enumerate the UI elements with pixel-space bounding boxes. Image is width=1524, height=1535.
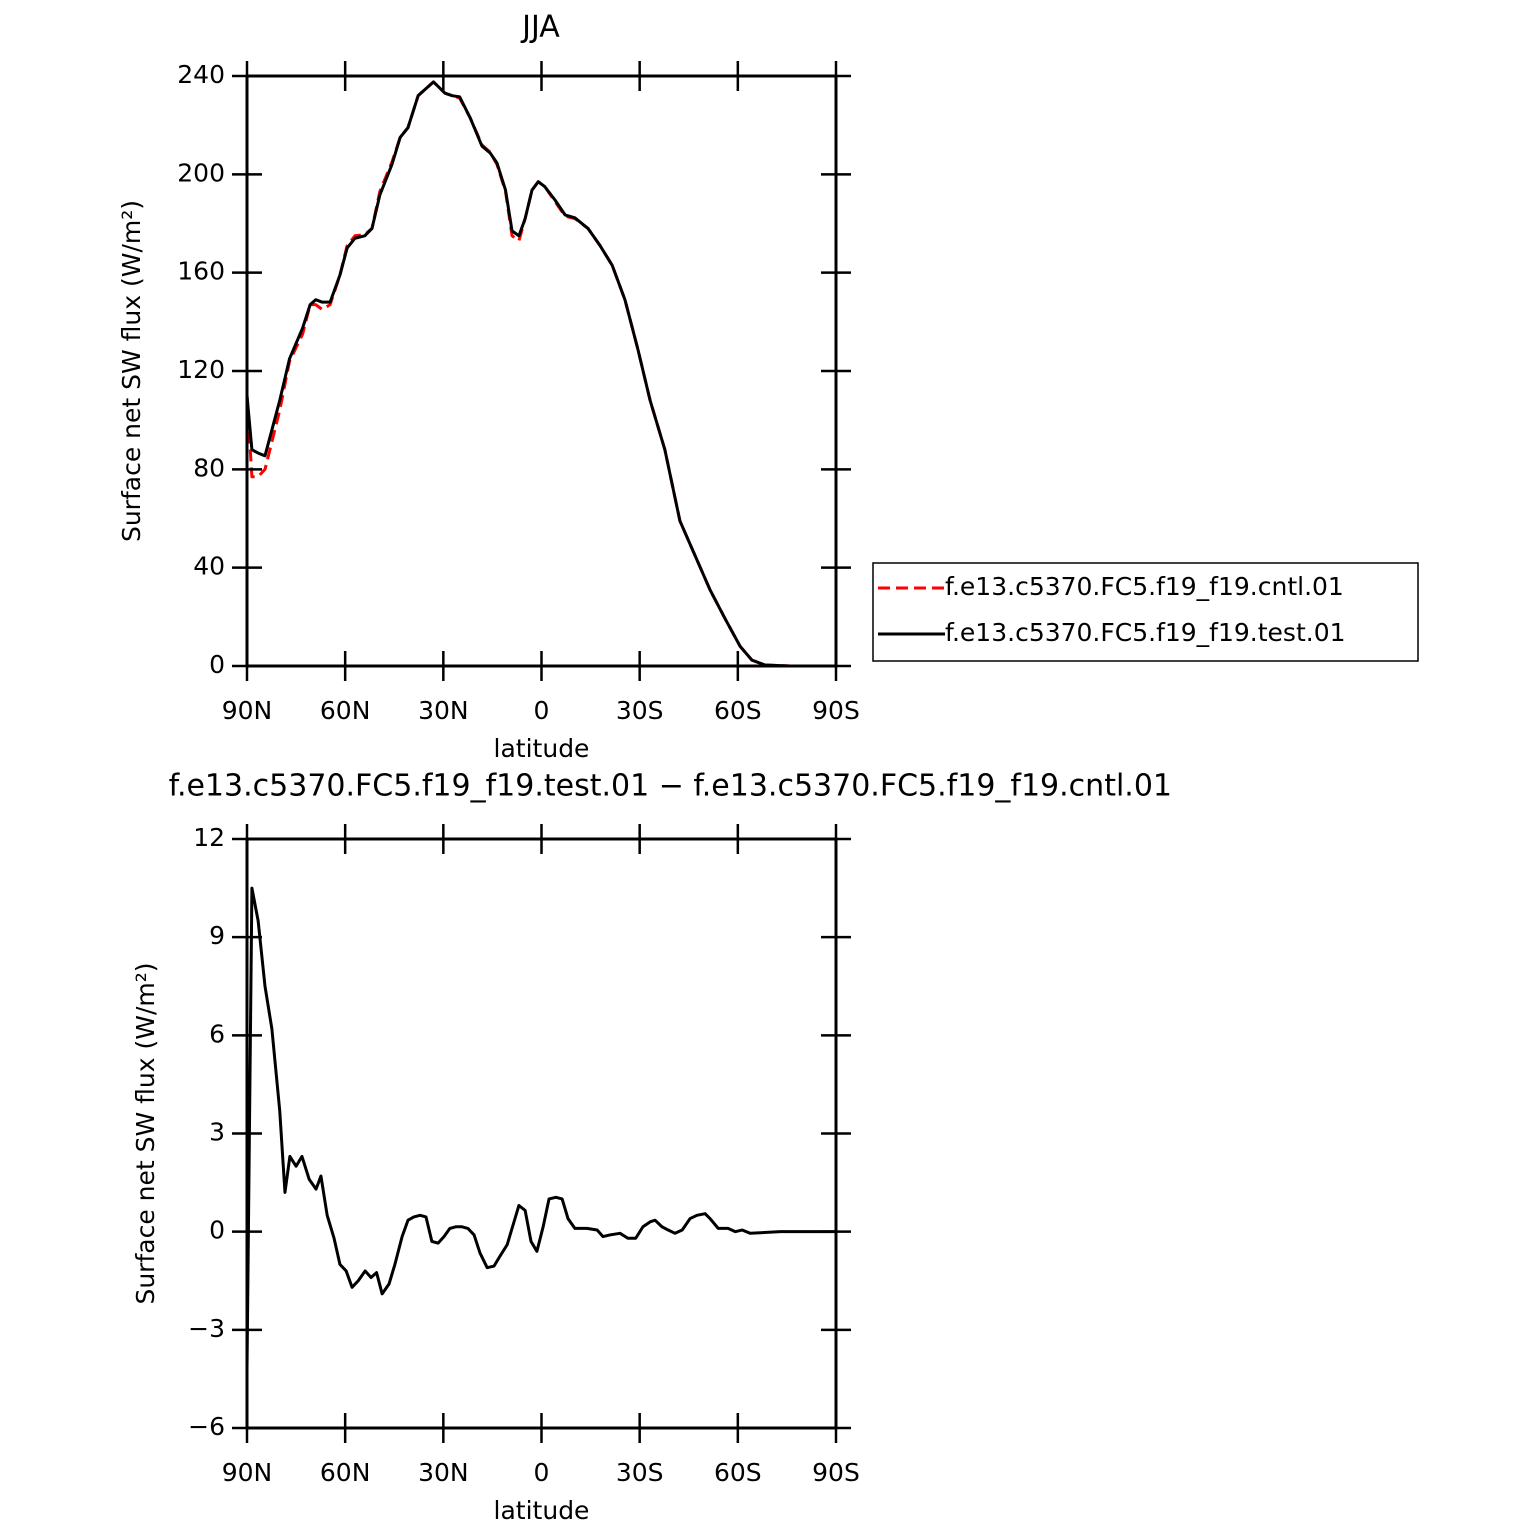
y-tick-label: −3 (188, 1314, 225, 1343)
x-tick-label: 60S (714, 696, 762, 725)
plot-frame (245, 837, 838, 1430)
y-tick-label: 12 (193, 823, 225, 852)
x-tick-label: 90S (812, 1458, 860, 1487)
y-tick-label: −6 (188, 1412, 225, 1441)
y-tick-label: 40 (193, 552, 225, 581)
legend-box (872, 562, 1419, 662)
y-tick-label: 120 (177, 355, 225, 384)
x-axis-label: latitude (494, 734, 590, 763)
x-axis-label: latitude (494, 1496, 590, 1525)
x-tick-label: 90N (222, 696, 273, 725)
x-tick-label: 0 (534, 1458, 550, 1487)
x-tick-label: 90S (812, 696, 860, 725)
y-tick-label: 240 (177, 60, 225, 89)
legend: f.e13.c5370.FC5.f19_f19.cntl.01 f.e13.c53… (872, 562, 1419, 662)
y-tick-label: 0 (209, 1216, 225, 1245)
series-line (245, 886, 836, 1370)
x-tick-label: 90N (222, 1458, 273, 1487)
y-tick-label: 0 (209, 650, 225, 679)
x-tick-label: 30N (418, 696, 469, 725)
y-tick-label: 6 (209, 1019, 225, 1048)
chart-title: JJA (520, 10, 560, 45)
x-tick-label: 30S (616, 1458, 664, 1487)
y-axis-label: Surface net SW flux (W/m²) (131, 962, 160, 1304)
y-axis-label: Surface net SW flux (W/m²) (117, 200, 146, 542)
legend-label: f.e13.c5370.FC5.f19_f19.cntl.01 (945, 572, 1344, 601)
x-tick-label: 0 (534, 696, 550, 725)
chart-title: f.e13.c5370.FC5.f19_f19.test.01 − f.e13.… (169, 769, 1172, 804)
y-tick-label: 160 (177, 257, 225, 286)
series-line (245, 80, 836, 668)
y-tick-label: 80 (193, 453, 225, 482)
y-tick-label: 9 (209, 921, 225, 950)
y-tick-label: 200 (177, 158, 225, 187)
x-tick-label: 30S (616, 696, 664, 725)
series-line (245, 80, 836, 668)
y-tick-label: 3 (209, 1118, 225, 1147)
plot-frame (245, 74, 838, 668)
x-tick-label: 60N (320, 696, 371, 725)
legend-label: f.e13.c5370.FC5.f19_f19.test.01 (945, 618, 1346, 647)
x-tick-label: 30N (418, 1458, 469, 1487)
x-tick-label: 60S (714, 1458, 762, 1487)
x-tick-label: 60N (320, 1458, 371, 1487)
